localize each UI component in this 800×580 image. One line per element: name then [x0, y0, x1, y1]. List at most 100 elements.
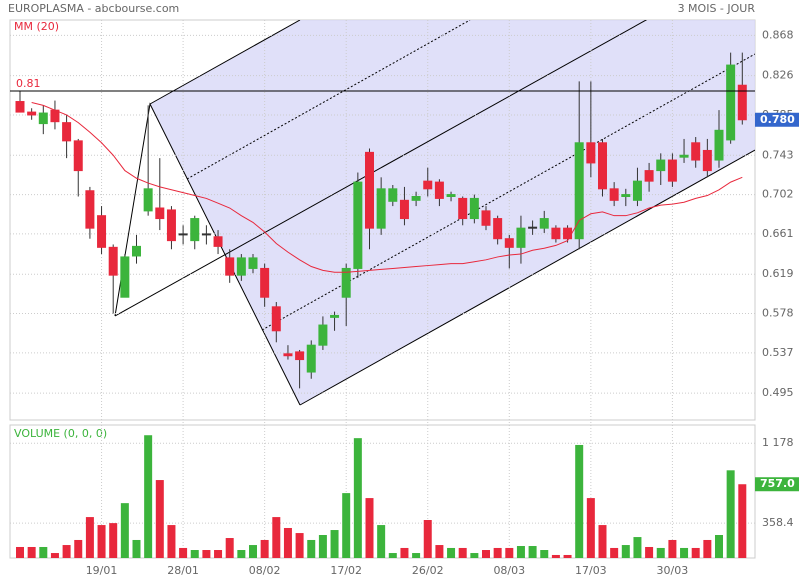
volume-bar [447, 547, 456, 558]
x-tick-label: 08/02 [249, 564, 281, 577]
x-tick-label: 19/01 [86, 564, 118, 577]
volume-bar [610, 547, 619, 558]
volume-bar [656, 547, 665, 558]
volume-bar [295, 533, 304, 558]
y-tick-label: 0.578 [762, 307, 794, 320]
y-tick-label: 0.702 [762, 188, 794, 201]
candle-body [353, 181, 363, 269]
chart-subtitle: 3 MOIS - JOUR [678, 2, 756, 15]
volume-bar [586, 498, 595, 558]
volume-bar [738, 484, 747, 558]
candle-body [621, 194, 631, 197]
candle-body [539, 218, 549, 229]
candle-body [481, 210, 491, 226]
candle-body [143, 188, 153, 212]
volume-bar [120, 503, 129, 558]
candle-body [166, 209, 176, 242]
volume-bar [260, 539, 269, 558]
candle-body [586, 142, 596, 164]
volume-bar [318, 535, 327, 558]
candle-body [73, 140, 83, 172]
x-tick-label: 30/03 [657, 564, 689, 577]
volume-bar [167, 525, 176, 558]
candle-body [97, 215, 107, 248]
y-tick-label: 0.619 [762, 267, 794, 280]
volume-bar [505, 547, 514, 558]
volume-bar [377, 525, 386, 558]
legend-ma: MM (20) [14, 20, 59, 33]
y-tick-label: 1 178 [762, 436, 794, 449]
x-tick-label: 17/03 [575, 564, 607, 577]
candle-body [318, 324, 328, 346]
candle-body [667, 159, 677, 182]
candle-body [563, 227, 573, 240]
candle-body [726, 64, 736, 141]
candle-body [190, 218, 200, 242]
volume-bar [342, 493, 351, 558]
y-tick-label: 358.4 [762, 516, 794, 529]
volume-bar [400, 547, 409, 558]
volume-bar [202, 550, 211, 558]
volume-bar [283, 527, 292, 558]
candle-body [469, 197, 479, 220]
candle-body [702, 149, 712, 172]
volume-bar [179, 547, 188, 558]
volume-bar [237, 550, 246, 558]
candle-body [108, 246, 118, 276]
volume-bar [225, 538, 234, 558]
volume-bar [516, 546, 525, 558]
chart-title: EUROPLASMA - abcbourse.com [8, 2, 179, 15]
volume-bar [16, 546, 24, 558]
volume-bar [668, 539, 677, 558]
volume-bar [50, 553, 59, 558]
candle-body [528, 226, 538, 229]
candle-body [85, 190, 95, 229]
candle-body [446, 194, 456, 197]
volume-bar [155, 480, 164, 558]
moving-average [31, 102, 743, 273]
candle-body [27, 111, 37, 116]
pitchfork [114, 20, 755, 406]
x-tick-label: 26/02 [412, 564, 444, 577]
candle-body [283, 353, 293, 357]
y-tick-label: 0.868 [762, 28, 794, 41]
volume-bar [470, 553, 479, 558]
candle-body [411, 195, 421, 201]
volume-bar [563, 554, 572, 558]
volume-bar [493, 547, 502, 558]
y-tick-label: 0.743 [762, 148, 794, 161]
volume-bar [388, 553, 397, 558]
candle-body [62, 122, 72, 142]
volume-bar [353, 438, 362, 558]
candle-body [644, 170, 654, 182]
volume-bar [97, 525, 106, 558]
y-tick-label: 0.537 [762, 346, 794, 359]
candle-body [493, 218, 503, 240]
candle-body [120, 256, 130, 298]
candle-body [201, 233, 211, 236]
volume-bar [272, 517, 281, 558]
volume-bar [307, 539, 316, 558]
volume-bar [214, 550, 223, 558]
candle-body [737, 84, 747, 121]
hline-label: 0.81 [16, 77, 41, 90]
candle-body [155, 207, 165, 220]
candle-body [38, 112, 48, 125]
candle-body [376, 188, 386, 229]
volume-bar [412, 553, 421, 558]
candle-body [598, 142, 607, 190]
volume-bar [551, 554, 560, 558]
volume-bar [540, 550, 549, 558]
candle-body [248, 257, 258, 269]
volume-bar [74, 539, 83, 558]
candle-body [213, 236, 223, 247]
candle-body [330, 314, 340, 318]
volume-bar [621, 545, 630, 558]
candle-body [574, 142, 584, 240]
x-tick-label: 28/01 [167, 564, 199, 577]
candle-body [458, 197, 468, 220]
volume-bar [528, 546, 537, 558]
volume-bar [423, 520, 432, 558]
volume-bar [27, 546, 36, 558]
volume-bar [715, 535, 723, 558]
